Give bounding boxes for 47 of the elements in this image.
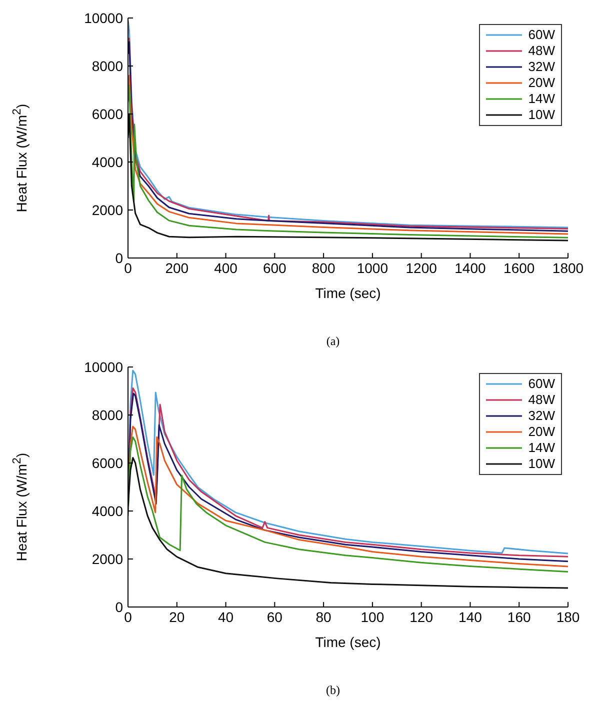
legend-label: 14W — [528, 91, 555, 107]
x-tick-label: 400 — [214, 260, 238, 276]
x-axis-title: Time (sec) — [315, 634, 381, 650]
y-tick-label: 2000 — [92, 202, 124, 218]
legend-label: 32W — [528, 408, 555, 424]
x-tick-label: 1600 — [504, 260, 535, 276]
legend-label: 14W — [528, 440, 555, 456]
x-tick-label: 60 — [266, 608, 283, 625]
legend-label: 60W — [528, 27, 555, 43]
x-tick-label: 140 — [458, 608, 482, 625]
y-tick-label: 8000 — [92, 58, 124, 74]
x-tick-label: 180 — [556, 608, 580, 625]
x-axis-title: Time (sec) — [315, 285, 381, 301]
x-tick-label: 40 — [218, 608, 234, 625]
y-tick-label: 4000 — [92, 502, 124, 519]
y-tick-label: 4000 — [92, 154, 124, 170]
x-tick-label: 200 — [165, 260, 189, 276]
x-tick-label: 20 — [169, 608, 185, 625]
text: (a) — [325, 334, 341, 349]
x-tick-label: 100 — [360, 608, 384, 625]
x-tick-label: 1800 — [552, 260, 584, 276]
legend-label: 60W — [528, 376, 555, 392]
legend-label: 10W — [528, 107, 555, 123]
x-tick-label: 160 — [507, 608, 532, 625]
line-series — [128, 456, 568, 589]
y-tick-label: 0 — [115, 598, 124, 615]
x-tick-label: 600 — [262, 260, 287, 276]
y-tick-label: 2000 — [92, 550, 124, 567]
y-tick-label: 8000 — [92, 406, 124, 423]
y-tick-label: 6000 — [92, 454, 124, 471]
y-tick-label: 10000 — [84, 10, 124, 26]
y-tick-label: 0 — [115, 250, 124, 266]
x-tick-label: 1400 — [454, 260, 486, 276]
text: (b) — [325, 683, 341, 698]
x-tick-label: 800 — [312, 260, 336, 276]
y-tick-label: 10000 — [84, 358, 124, 375]
x-tick-label: 1000 — [356, 260, 388, 276]
y-tick-label: 6000 — [92, 106, 124, 122]
legend-label: 20W — [528, 75, 555, 91]
legend-label: 48W — [528, 392, 555, 408]
legend-label: 10W — [528, 456, 555, 472]
x-tick-label: 80 — [316, 608, 332, 625]
legend-label: 32W — [528, 59, 555, 75]
legend-label: 20W — [528, 424, 555, 440]
legend-label: 48W — [528, 43, 555, 59]
x-tick-label: 1200 — [406, 260, 438, 276]
x-tick-label: 120 — [410, 608, 434, 625]
